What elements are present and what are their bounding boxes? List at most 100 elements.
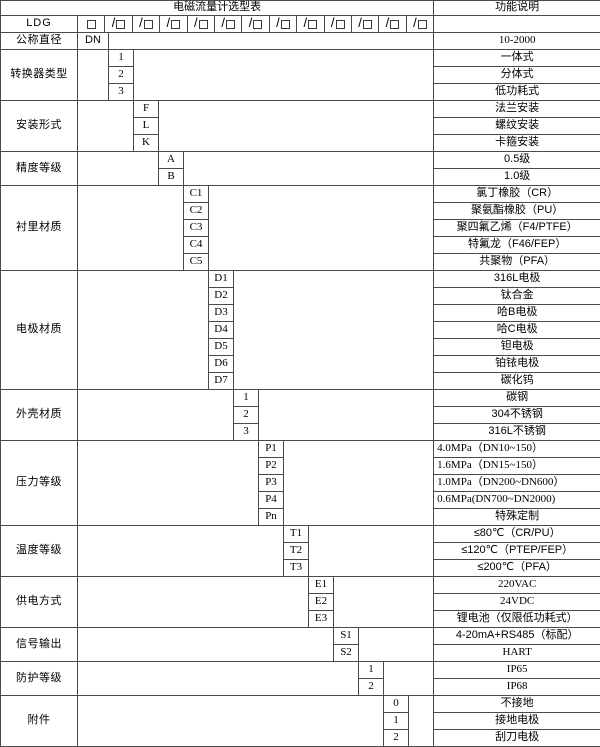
code-cell-5-4[interactable]: D5 — [209, 339, 234, 356]
empty-code-box-icon[interactable] — [116, 20, 125, 29]
empty-code-box-icon[interactable] — [390, 20, 399, 29]
description-cell: 特氟龙（F46/FEP） — [434, 237, 600, 254]
blank-right — [284, 441, 434, 526]
code-cell-7-0[interactable]: P1 — [259, 441, 284, 458]
category-label-5: 电极材质 — [1, 271, 78, 390]
empty-code-box-icon[interactable] — [87, 20, 96, 29]
code-cell-6-2[interactable]: 3 — [234, 424, 259, 441]
code-cell-4-2[interactable]: C3 — [184, 220, 209, 237]
code-box-1[interactable]: / — [105, 16, 132, 32]
empty-code-box-icon[interactable] — [226, 20, 235, 29]
code-box-8[interactable]: / — [297, 16, 324, 32]
category-label-12: 附件 — [1, 696, 78, 747]
description-cell: 聚氨酯橡胶（PU） — [434, 203, 600, 220]
model-prefix: LDG — [1, 16, 78, 33]
code-cell-11-0[interactable]: 1 — [359, 662, 384, 679]
code-cell-10-0[interactable]: S1 — [334, 628, 359, 645]
code-cell-2-1[interactable]: L — [134, 118, 159, 135]
code-cell-7-3[interactable]: P4 — [259, 492, 284, 509]
code-cell-9-0[interactable]: E1 — [309, 577, 334, 594]
model-code-row: LDG//////////// — [1, 16, 600, 33]
blank-right — [234, 271, 434, 390]
code-cell-4-0[interactable]: C1 — [184, 186, 209, 203]
code-box-9[interactable]: / — [325, 16, 352, 32]
code-cell-12-0[interactable]: 0 — [384, 696, 409, 713]
code-cell-1-1[interactable]: 2 — [109, 67, 134, 84]
empty-code-box-icon[interactable] — [418, 20, 427, 29]
code-cell-5-2[interactable]: D3 — [209, 305, 234, 322]
code-cell-11-1[interactable]: 2 — [359, 679, 384, 696]
description-cell: 4.0MPa（DN10~150） — [434, 441, 600, 458]
code-box-12[interactable]: / — [407, 16, 433, 32]
code-box-3[interactable]: / — [160, 16, 187, 32]
code-cell-7-1[interactable]: P2 — [259, 458, 284, 475]
code-cell-2-2[interactable]: K — [134, 135, 159, 152]
code-cell-7-4[interactable]: Pn — [259, 509, 284, 526]
description-cell: 0.5级 — [434, 152, 600, 169]
slash-separator: / — [276, 16, 280, 30]
empty-code-box-icon[interactable] — [281, 20, 290, 29]
blank-right — [159, 101, 434, 152]
code-cell-4-3[interactable]: C4 — [184, 237, 209, 254]
code-cell-1-2[interactable]: 3 — [109, 84, 134, 101]
slash-separator: / — [331, 16, 335, 30]
code-cell-8-2[interactable]: T3 — [284, 560, 309, 577]
code-box-5[interactable]: / — [215, 16, 242, 32]
description-cell: 不接地 — [434, 696, 600, 713]
code-cell-3-0[interactable]: A — [159, 152, 184, 169]
code-cell-2-0[interactable]: F — [134, 101, 159, 118]
code-box-4[interactable]: / — [188, 16, 215, 32]
code-cell-5-1[interactable]: D2 — [209, 288, 234, 305]
code-cell-6-1[interactable]: 2 — [234, 407, 259, 424]
code-cell-5-5[interactable]: D6 — [209, 356, 234, 373]
code-cell-5-3[interactable]: D4 — [209, 322, 234, 339]
code-cell-4-4[interactable]: C5 — [184, 254, 209, 271]
code-box-0[interactable] — [78, 16, 105, 32]
blank-left — [78, 50, 109, 101]
empty-code-box-icon[interactable] — [199, 20, 208, 29]
code-cell-4-1[interactable]: C2 — [184, 203, 209, 220]
code-cell-8-1[interactable]: T2 — [284, 543, 309, 560]
blank-left — [78, 390, 234, 441]
code-cell-1-0[interactable]: 1 — [109, 50, 134, 67]
description-cell: 钽电极 — [434, 339, 600, 356]
code-cell-5-6[interactable]: D7 — [209, 373, 234, 390]
empty-code-box-icon[interactable] — [144, 20, 153, 29]
empty-code-box-icon[interactable] — [336, 20, 345, 29]
description-cell: 卡箍安装 — [434, 135, 600, 152]
empty-code-box-icon[interactable] — [363, 20, 372, 29]
description-cell: 316L电极 — [434, 271, 600, 288]
description-cell: 哈B电极 — [434, 305, 600, 322]
empty-code-box-icon[interactable] — [171, 20, 180, 29]
blank-left — [78, 441, 259, 526]
description-cell: 碳化钨 — [434, 373, 600, 390]
category-label-3: 精度等级 — [1, 152, 78, 186]
code-cell-6-0[interactable]: 1 — [234, 390, 259, 407]
empty-code-box-icon[interactable] — [308, 20, 317, 29]
description-cell: 1.0级 — [434, 169, 600, 186]
code-cell-12-2[interactable]: 2 — [384, 730, 409, 747]
code-cell-10-1[interactable]: S2 — [334, 645, 359, 662]
code-box-2[interactable]: / — [133, 16, 160, 32]
code-cell-8-0[interactable]: T1 — [284, 526, 309, 543]
code-cell-5-0[interactable]: D1 — [209, 271, 234, 288]
code-box-11[interactable]: / — [379, 16, 406, 32]
code-cell-9-1[interactable]: E2 — [309, 594, 334, 611]
code-box-6[interactable]: / — [242, 16, 269, 32]
code-cell-3-1[interactable]: B — [159, 169, 184, 186]
slash-separator: / — [221, 16, 225, 30]
empty-code-box-icon[interactable] — [253, 20, 262, 29]
code-box-strip: //////////// — [78, 16, 434, 33]
code-cell-7-2[interactable]: P3 — [259, 475, 284, 492]
code-cell-12-1[interactable]: 1 — [384, 713, 409, 730]
code-box-10[interactable]: / — [352, 16, 379, 32]
code-box-7[interactable]: / — [270, 16, 297, 32]
code-cell-9-2[interactable]: E3 — [309, 611, 334, 628]
slash-separator: / — [194, 16, 198, 30]
